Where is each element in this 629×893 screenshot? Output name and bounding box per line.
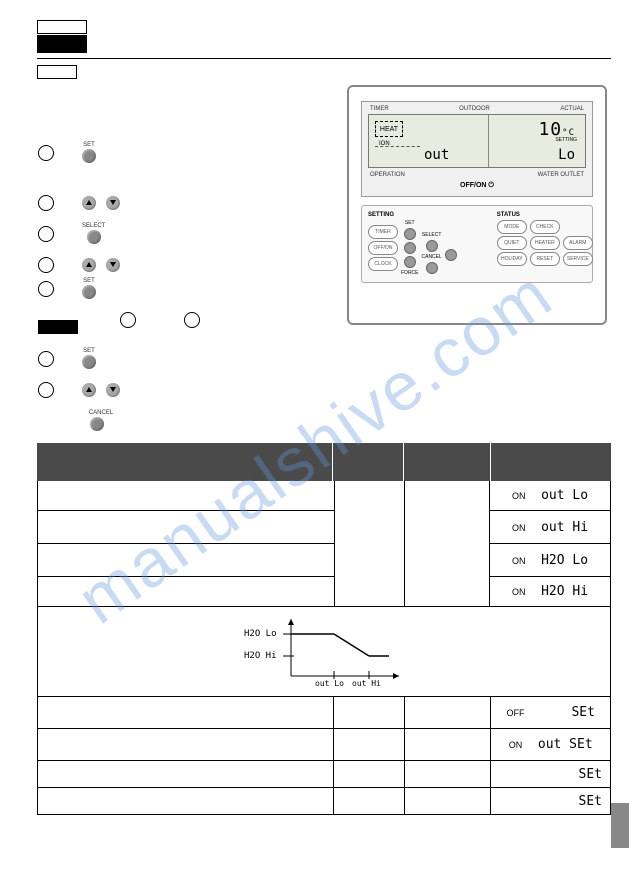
outdoor-water-graph: H2O Lo H2O Hi out Lo out Hi <box>239 614 409 689</box>
timer-button[interactable]: TIMER <box>368 225 398 239</box>
display-row-2: ON out Hi <box>512 520 588 535</box>
device-screen-frame: TIMER OUTDOOR ACTUAL HEAT ION 10°C SETTI… <box>361 101 593 197</box>
button-panel: SETTING TIMER OFF/ON CLOCK SET FORCE <box>361 205 593 283</box>
step-2-1: SET <box>38 348 120 370</box>
display-row-b2: ON out SEt <box>509 737 593 752</box>
setting-section-label: SETTING <box>368 212 457 218</box>
step-number-icon <box>38 145 54 161</box>
down-arrow-button[interactable] <box>445 249 457 261</box>
lcd-display: HEAT ION 10°C SETTING out Lo <box>368 114 586 168</box>
step-5-sub <box>120 312 228 328</box>
heater-button[interactable]: HEATER <box>530 236 560 250</box>
header-boxes <box>37 20 87 54</box>
arrow-up-icon <box>82 196 96 210</box>
offon-indicator: OFF/ON ⏻ <box>366 180 588 192</box>
svg-text:out Hi: out Hi <box>352 679 381 688</box>
set-button-icon: SET <box>82 348 96 370</box>
table-row-b4: SEt <box>37 788 611 815</box>
section-heading-box <box>38 320 78 334</box>
check-button[interactable]: CHECK <box>530 220 560 234</box>
step-number-icon <box>38 281 54 297</box>
header-subtitle-box <box>37 65 77 79</box>
controller-device: TIMER OUTDOOR ACTUAL HEAT ION 10°C SETTI… <box>347 85 607 325</box>
table-row-b2: ON out SEt <box>37 729 611 761</box>
step-number-icon <box>38 195 54 211</box>
step-number-icon <box>184 312 200 328</box>
display-row-b1: OFF SEt <box>506 705 594 720</box>
set-round-button[interactable] <box>404 228 416 240</box>
step-1: SET <box>38 142 96 164</box>
arrow-up-icon <box>82 258 96 272</box>
graph-y-top: H2O Lo <box>244 629 277 639</box>
holiday-button[interactable]: HOLIDAY <box>497 252 527 266</box>
step-number-icon <box>38 257 54 273</box>
display-row-b3: SEt <box>579 767 602 782</box>
screen-bottom-labels: OPERATION WATER OUTLET <box>366 170 588 180</box>
lcd-out-text: out <box>424 147 449 163</box>
cancel-button-icon: CANCEL <box>82 410 120 431</box>
display-row-b4: SEt <box>579 794 602 809</box>
status-section-label: STATUS <box>497 212 593 218</box>
step-number-icon <box>38 351 54 367</box>
table-row-b1: OFF SEt <box>37 697 611 729</box>
mode-button[interactable]: MODE <box>497 220 527 234</box>
graph-section: H2O Lo H2O Hi out Lo out Hi <box>37 607 611 697</box>
arrow-down-icon <box>106 196 120 210</box>
step-number-icon <box>38 382 54 398</box>
arrow-up-icon <box>82 383 96 397</box>
force-button[interactable] <box>404 256 416 268</box>
header-divider <box>37 58 611 59</box>
table-body-top: ON out Lo ON out Hi ON H2O Lo ON H2O Hi <box>37 481 611 607</box>
table-row-b3: SEt <box>37 761 611 788</box>
step-5: SET <box>38 278 228 300</box>
display-row-3: ON H2O Lo <box>512 553 588 568</box>
graph-y-bottom: H2O Hi <box>244 651 277 661</box>
clock-button[interactable]: CLOCK <box>368 257 398 271</box>
lcd-lo-text: Lo <box>558 147 575 163</box>
svg-text:out Lo: out Lo <box>315 679 344 688</box>
lcd-heat-indicator: HEAT <box>375 121 403 137</box>
display-row-1: ON out Lo <box>512 488 588 503</box>
cancel-button[interactable] <box>426 262 438 274</box>
up-arrow-button[interactable] <box>404 242 416 254</box>
step-4 <box>38 257 120 273</box>
arrow-down-icon <box>106 258 120 272</box>
step-3: SELECT <box>38 223 120 245</box>
step-2 <box>38 195 120 211</box>
reset-button[interactable]: RESET <box>530 252 560 266</box>
step-2-2 <box>38 382 120 398</box>
arrow-down-icon <box>106 383 120 397</box>
table-header <box>37 443 611 481</box>
service-button[interactable]: SERVICE <box>563 252 593 266</box>
step-number-icon <box>38 226 54 242</box>
set-button-icon: SET <box>82 278 96 300</box>
set-button-icon: SET <box>82 142 96 164</box>
offon-button[interactable]: OFF/ON <box>368 241 398 255</box>
settings-table: ON out Lo ON out Hi ON H2O Lo ON H2O Hi <box>37 443 611 815</box>
quiet-button[interactable]: QUIET <box>497 236 527 250</box>
alarm-button[interactable]: ALARM <box>563 236 593 250</box>
display-row-4: ON H2O Hi <box>512 584 588 599</box>
screen-top-labels: TIMER OUTDOOR ACTUAL <box>366 106 588 112</box>
page-tab-marker <box>611 803 629 848</box>
step-number-icon <box>120 312 136 328</box>
select-button-icon: SELECT <box>82 223 105 245</box>
select-button[interactable] <box>426 240 438 252</box>
section-2-controls: SET CANCEL <box>38 348 120 432</box>
lcd-setting-label: SETTING <box>555 137 577 143</box>
